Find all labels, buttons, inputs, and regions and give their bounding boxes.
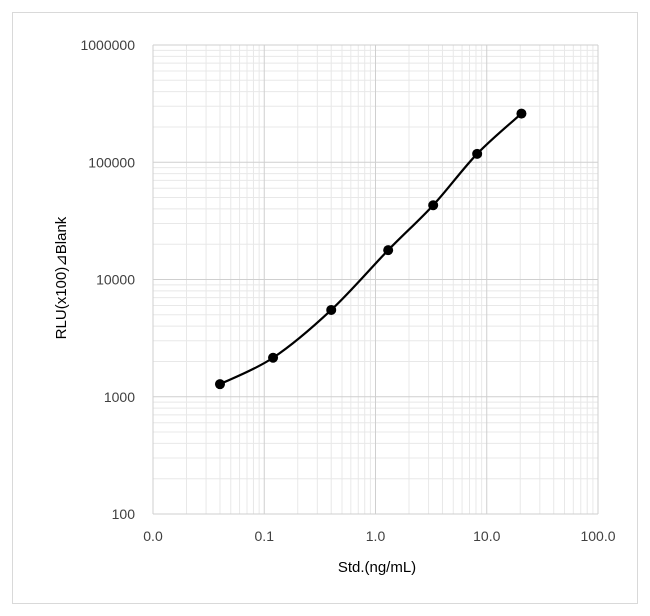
data-point — [214, 379, 225, 390]
data-point — [383, 245, 394, 256]
x-tick-label: 10.0 — [473, 528, 500, 544]
major-gridlines — [152, 44, 599, 515]
y-axis-title: RLU(x100)⊿Blank — [53, 216, 70, 339]
data-points — [214, 108, 527, 390]
chart-frame — [12, 12, 638, 604]
data-point — [268, 352, 279, 363]
y-tick-labels: 100 1000 10000 100000 1000000 — [80, 37, 135, 522]
data-point — [472, 148, 483, 159]
data-point — [428, 200, 439, 211]
x-tick-label: 100.0 — [580, 528, 615, 544]
x-tick-label: 0.1 — [255, 528, 275, 544]
x-tick-labels: 0.0 0.1 1.0 10.0 100.0 — [143, 528, 615, 544]
data-point — [326, 304, 337, 315]
y-tick-label: 1000000 — [80, 37, 135, 53]
data-point — [516, 108, 527, 119]
x-tick-label: 1.0 — [366, 528, 386, 544]
x-axis-title: Std.(ng/mL) — [338, 559, 416, 576]
y-tick-label: 100000 — [88, 154, 135, 170]
y-tick-label: 10000 — [96, 272, 135, 288]
y-tick-label: 100 — [112, 506, 136, 522]
x-tick-label: 0.0 — [143, 528, 163, 544]
y-tick-label: 1000 — [104, 389, 135, 405]
